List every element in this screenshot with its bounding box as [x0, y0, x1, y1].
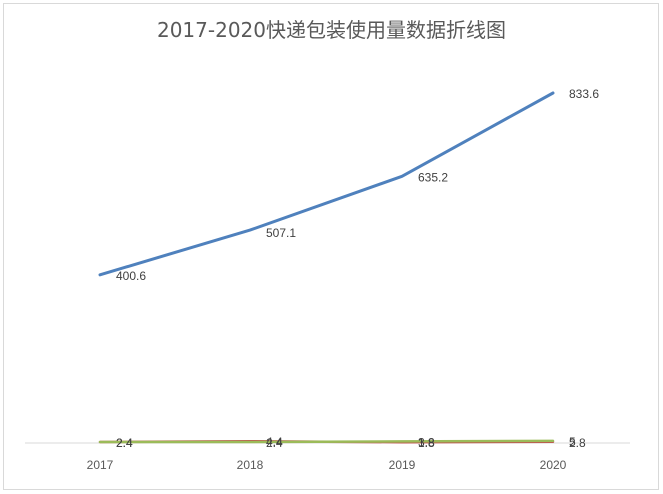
chart-frame: [3, 3, 659, 490]
x-tick-label: 2019: [389, 458, 416, 472]
chart-title: 2017-2020快递包装使用量数据折线图: [156, 18, 506, 42]
x-tick-label: 2018: [237, 458, 264, 472]
data-label: 1.8: [418, 436, 435, 450]
x-tick-label: 2020: [540, 458, 567, 472]
data-label: 833.6: [569, 87, 599, 101]
data-label: 5: [569, 435, 576, 449]
x-tick-label: 2017: [87, 458, 114, 472]
data-label: 3.8: [418, 435, 435, 449]
data-label: 635.2: [418, 170, 448, 184]
data-label: 2.4: [116, 436, 133, 450]
data-label: 400.6: [116, 269, 146, 283]
data-label: 2.4: [116, 436, 133, 450]
series-line: [98, 91, 555, 277]
data-label: 4.4: [266, 435, 283, 449]
data-label: 507.1: [266, 226, 296, 240]
data-label: 2.4: [266, 436, 283, 450]
series-line: [98, 439, 555, 444]
data-label: 2.8: [569, 436, 586, 450]
